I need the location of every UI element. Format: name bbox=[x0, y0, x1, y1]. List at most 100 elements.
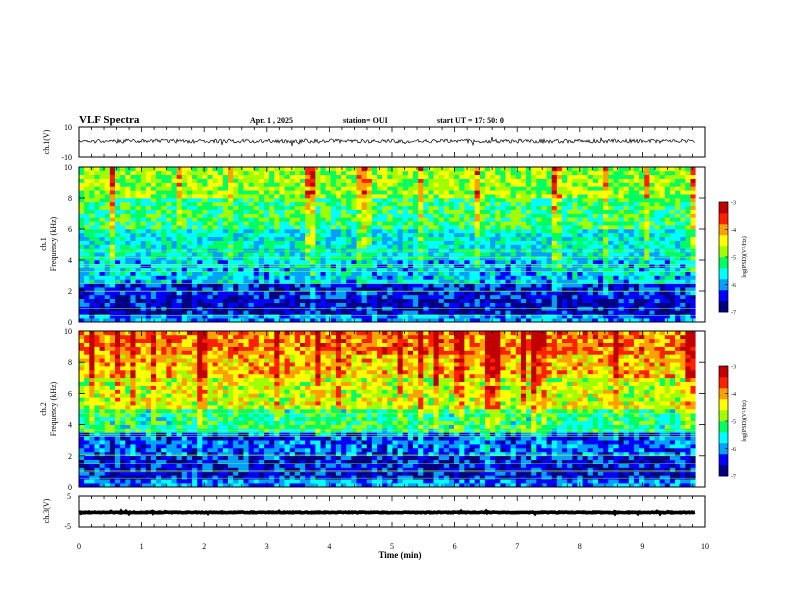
spectrogram-cell bbox=[294, 236, 301, 241]
spectrogram-cell bbox=[125, 291, 131, 296]
spectrogram-cell bbox=[346, 302, 352, 307]
spectrogram-cell bbox=[536, 302, 542, 307]
spectrogram-cell bbox=[248, 205, 255, 210]
spectrogram-cell bbox=[310, 170, 316, 176]
spectrogram-cell bbox=[592, 209, 599, 214]
spectrogram-cell bbox=[202, 170, 208, 176]
spectrogram-cell bbox=[140, 217, 147, 222]
spectrogram-cell bbox=[505, 256, 511, 261]
spectrogram-cell bbox=[633, 260, 640, 265]
spectrogram-cell bbox=[361, 302, 368, 307]
spectrogram-cell bbox=[233, 167, 239, 172]
spectrogram-cell bbox=[454, 201, 460, 207]
spectrogram-cell bbox=[135, 205, 141, 210]
spectrogram-cell bbox=[680, 182, 686, 187]
spectrogram-cell bbox=[520, 186, 527, 191]
spectrogram-cell bbox=[597, 236, 604, 241]
spectrogram-cell bbox=[284, 260, 290, 265]
spectrogram-cell bbox=[274, 252, 280, 257]
spectrogram-cell bbox=[582, 236, 588, 241]
spectrogram-cell bbox=[135, 271, 141, 276]
spectrogram-cell bbox=[346, 186, 352, 191]
spectrogram-cell bbox=[325, 302, 332, 307]
spectrogram-cell bbox=[664, 198, 671, 203]
spectrogram-cell bbox=[289, 198, 296, 203]
spectrogram-cell bbox=[294, 279, 301, 284]
spectrogram-cell bbox=[567, 170, 573, 176]
spectrogram-cell bbox=[299, 201, 306, 207]
spectrogram-cell bbox=[423, 221, 429, 226]
spectrogram-cell bbox=[443, 170, 450, 176]
spectrogram-cell bbox=[546, 260, 553, 265]
spectrogram-cell bbox=[397, 229, 404, 234]
spectrogram-cell bbox=[361, 232, 368, 238]
spectrogram-cell bbox=[377, 213, 383, 218]
spectrogram-cell bbox=[269, 213, 275, 218]
spectrogram-cell bbox=[171, 205, 177, 210]
spectrogram-cell bbox=[423, 279, 429, 284]
spectrogram-cell bbox=[99, 298, 105, 303]
spectrogram-cell bbox=[546, 279, 553, 284]
spectrogram-cell bbox=[361, 318, 368, 323]
spectrogram-cell bbox=[413, 221, 419, 226]
spectrogram-cell bbox=[192, 170, 198, 176]
spectrogram-cell bbox=[186, 229, 193, 234]
spectrogram-cell bbox=[207, 225, 213, 230]
spectrogram-cell bbox=[633, 275, 640, 280]
spectrogram-cell bbox=[443, 178, 450, 183]
spectrogram-cell bbox=[130, 178, 136, 183]
spectrogram-cell bbox=[171, 271, 177, 276]
spectrogram-cell bbox=[474, 209, 481, 214]
spectrogram-cell bbox=[341, 267, 347, 272]
spectrogram-cell bbox=[315, 294, 321, 300]
spectrogram-cell bbox=[176, 314, 183, 319]
spectrogram-cell bbox=[623, 232, 630, 238]
spectrogram-cell bbox=[192, 310, 198, 315]
spectrogram-cell bbox=[413, 244, 419, 249]
spectrogram-cell bbox=[377, 271, 383, 276]
spectrogram-cell bbox=[315, 205, 321, 210]
spectrogram-cell bbox=[577, 174, 583, 179]
spectrogram-cell bbox=[505, 201, 511, 207]
spectrogram-cell bbox=[202, 194, 208, 199]
spectrogram-cell bbox=[608, 174, 614, 179]
spectrogram-cell bbox=[464, 174, 470, 179]
spectrogram-cell bbox=[310, 182, 316, 187]
spectrogram-cell bbox=[649, 275, 655, 280]
spectrogram-cell bbox=[484, 252, 491, 257]
spectrogram-cell bbox=[659, 244, 666, 249]
spectrogram-cell bbox=[438, 174, 445, 179]
spectrogram-cell bbox=[423, 229, 429, 234]
spectrogram-cell bbox=[212, 232, 219, 238]
spectrogram-cell bbox=[572, 252, 578, 257]
spectrogram-cell bbox=[603, 298, 609, 303]
spectrogram-cell bbox=[567, 302, 573, 307]
spectrogram-cell bbox=[258, 240, 265, 245]
spectrogram-cell bbox=[628, 291, 635, 296]
spectrogram-cell bbox=[238, 213, 244, 218]
spectrogram-cell bbox=[130, 170, 136, 176]
spectrogram-cell bbox=[531, 260, 537, 265]
spectrogram-cell bbox=[407, 314, 414, 319]
ch1-waveform-xticks bbox=[78, 127, 706, 157]
spectrogram-cell bbox=[258, 229, 265, 234]
spectrogram-cell bbox=[166, 198, 172, 203]
spectrogram-cell bbox=[639, 271, 645, 276]
spectrogram-cell bbox=[556, 232, 563, 238]
spectrogram-cell bbox=[79, 283, 85, 288]
spectrogram-cell bbox=[89, 294, 95, 300]
spectrogram-cell bbox=[346, 275, 352, 280]
spectrogram-cell bbox=[238, 217, 244, 222]
spectrogram-cell bbox=[197, 256, 203, 261]
spectrogram-cell bbox=[669, 225, 676, 230]
spectrogram-cell bbox=[418, 267, 424, 272]
spectrogram-cell bbox=[145, 279, 152, 284]
spectrogram-cell bbox=[104, 190, 111, 195]
spectrogram-cell bbox=[454, 263, 460, 269]
spectrogram-cell bbox=[572, 213, 578, 218]
spectrogram-cell bbox=[443, 236, 450, 241]
spectrogram-cell bbox=[84, 318, 90, 323]
spectrogram-cell bbox=[572, 240, 578, 245]
spectrogram-cell bbox=[279, 209, 285, 214]
spectrogram-cell bbox=[222, 244, 229, 249]
